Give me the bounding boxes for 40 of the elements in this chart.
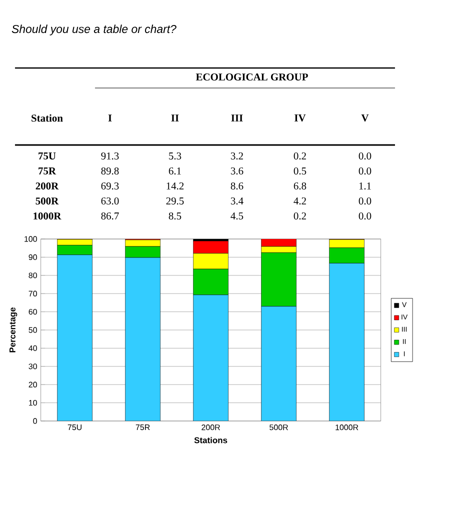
data-label: 5.3	[169, 152, 182, 160]
data-label: 86.7	[101, 212, 119, 220]
data-label: 3.4	[230, 197, 244, 205]
text: ECOLOGICAL GROUP	[196, 73, 308, 81]
category-label: 75U	[38, 152, 56, 160]
data-label: 89.8	[101, 167, 119, 175]
data-label: 91.3	[101, 152, 119, 160]
data-label: 0.2	[294, 212, 306, 220]
text: I	[108, 114, 112, 122]
data-label: 3.6	[230, 167, 244, 175]
data-label: 69.3	[101, 182, 119, 190]
data-label: 0.0	[358, 197, 372, 205]
data-label: 14.2	[166, 182, 184, 190]
data-label: 6.8	[294, 182, 306, 190]
data-label: 6.1	[168, 167, 181, 175]
data-label: 0.0	[358, 212, 372, 220]
x-axis-title: Stations	[194, 436, 228, 444]
text: V	[361, 114, 369, 122]
category-label: 500R	[36, 197, 59, 205]
data-label: 0.0	[358, 167, 372, 175]
y-axis-title: Percentage	[10, 307, 18, 352]
category-label: 75R	[38, 168, 56, 174]
data-label: 0.0	[358, 152, 372, 160]
data-label: 29.5	[166, 197, 184, 205]
data-label: 4.2	[294, 197, 306, 205]
data-label: 1.1	[359, 182, 371, 190]
data-label: 8.5	[168, 212, 182, 220]
text: IV	[294, 114, 306, 122]
data-label: 4.5	[230, 212, 244, 220]
category-label: 1000R	[34, 212, 62, 220]
data-label: 0.2	[294, 152, 306, 160]
data-label: 0.5	[294, 167, 306, 175]
text: Should you use a table or chart?	[12, 24, 176, 36]
category-label: 200R	[36, 182, 59, 190]
data-label: 3.2	[230, 152, 243, 160]
text: II	[171, 114, 179, 122]
text: Station	[32, 114, 63, 122]
data-label: 63.0	[101, 197, 119, 205]
data-label: 8.6	[230, 182, 244, 190]
text: III	[231, 114, 243, 122]
